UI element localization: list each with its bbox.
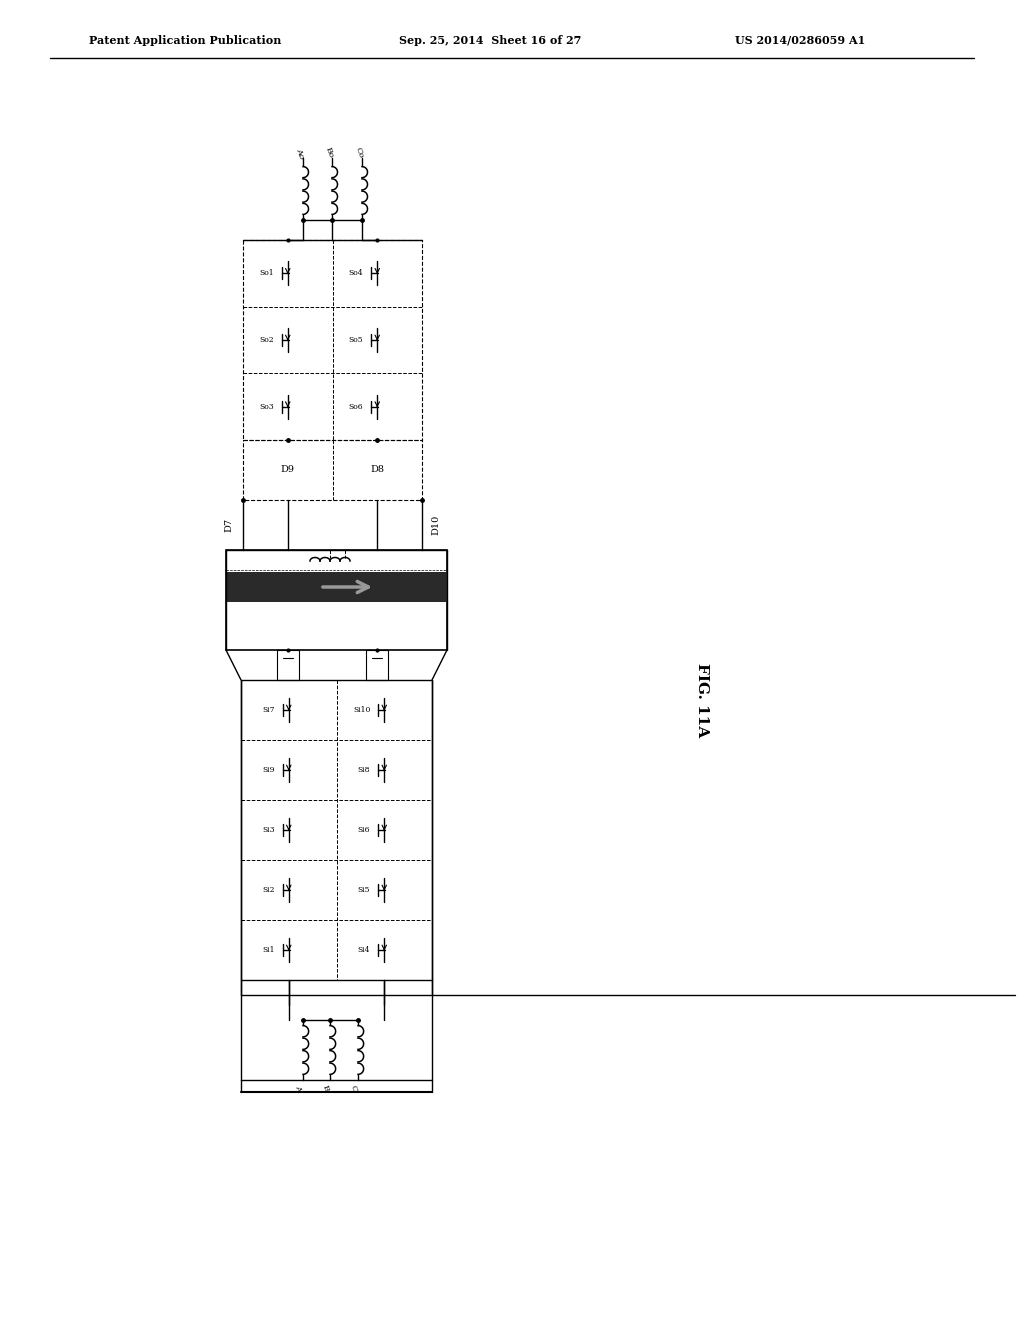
- Text: D10: D10: [431, 515, 440, 535]
- Text: Si2: Si2: [262, 886, 274, 894]
- Text: So2: So2: [259, 337, 273, 345]
- Bar: [243, 440, 422, 500]
- Text: D8: D8: [371, 466, 384, 474]
- Text: So1: So1: [259, 269, 273, 277]
- Text: D9: D9: [281, 466, 295, 474]
- Text: Si10: Si10: [353, 706, 371, 714]
- Bar: [226, 572, 447, 602]
- Text: Si1: Si1: [262, 946, 274, 954]
- Text: Si5: Si5: [357, 886, 371, 894]
- Text: So5: So5: [348, 337, 364, 345]
- Text: Si3: Si3: [262, 826, 274, 834]
- Text: So3: So3: [259, 403, 273, 411]
- Text: Co: Co: [353, 147, 365, 160]
- Bar: [276, 649, 299, 680]
- Text: Patent Application Publication: Patent Application Publication: [89, 34, 282, 45]
- Text: So6: So6: [348, 403, 364, 411]
- Bar: [226, 550, 447, 649]
- Text: D7: D7: [224, 517, 233, 532]
- Text: Sep. 25, 2014  Sheet 16 of 27: Sep. 25, 2014 Sheet 16 of 27: [398, 34, 582, 45]
- Text: Bo: Bo: [324, 147, 335, 160]
- Text: Si9: Si9: [262, 766, 274, 774]
- Text: FIG. 11A: FIG. 11A: [695, 663, 709, 737]
- Text: C: C: [348, 1084, 357, 1093]
- Text: Si6: Si6: [357, 826, 371, 834]
- Text: So4: So4: [348, 269, 364, 277]
- Text: Ao: Ao: [294, 147, 305, 160]
- Text: US 2014/0286059 A1: US 2014/0286059 A1: [735, 34, 865, 45]
- Text: B: B: [321, 1084, 330, 1092]
- Bar: [241, 680, 432, 979]
- Text: Si4: Si4: [357, 946, 371, 954]
- Text: Si7: Si7: [262, 706, 274, 714]
- Text: A: A: [293, 1084, 303, 1092]
- Bar: [367, 649, 388, 680]
- Text: Si8: Si8: [357, 766, 371, 774]
- Bar: [243, 240, 422, 440]
